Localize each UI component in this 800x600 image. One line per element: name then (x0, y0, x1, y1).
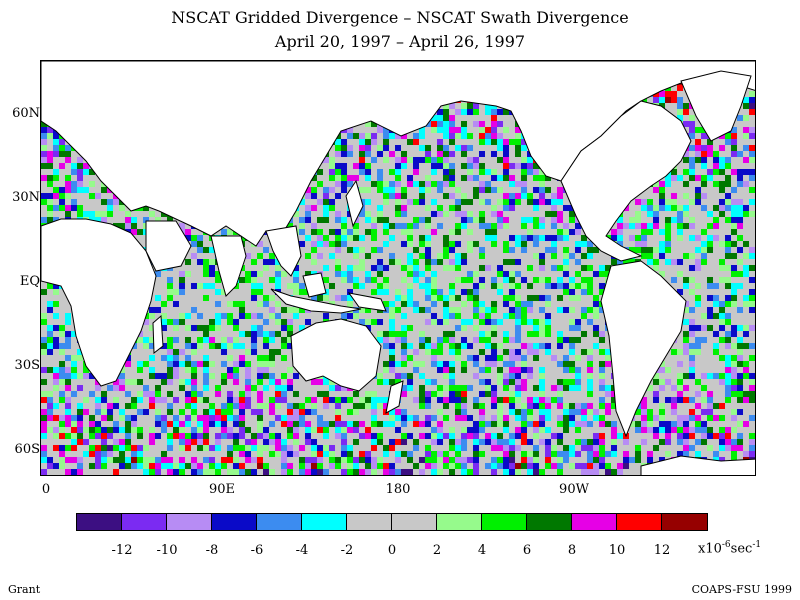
lat-label-eq: EQ (19, 274, 40, 289)
colorbar-swatch-13 (662, 514, 707, 530)
colorbar-label: -4 (295, 543, 309, 558)
colorbar-label: 10 (608, 543, 626, 558)
lat-label-60s: 60S (14, 442, 40, 457)
colorbar-swatch-6 (347, 514, 392, 530)
map-title: NSCAT Gridded Divergence – NSCAT Swath D… (171, 8, 629, 27)
colorbar-label: -8 (205, 543, 219, 558)
land-indochina (265, 225, 302, 277)
colorbar-swatch-12 (617, 514, 662, 530)
land-antarctica (640, 455, 755, 475)
colorbar-label: 12 (653, 543, 671, 558)
colorbar-label: 0 (387, 543, 397, 558)
colorbar-label: -12 (111, 543, 133, 558)
land-madagascar (152, 314, 164, 354)
colorbar-swatch-1 (122, 514, 167, 530)
colorbar-swatch-8 (437, 514, 482, 530)
land-arabia (145, 220, 192, 272)
colorbar-swatch-0 (77, 514, 122, 530)
author-credit: Grant (8, 583, 41, 596)
lat-label-30n: 30N (12, 190, 40, 205)
colorbar (76, 513, 708, 531)
colorbar-swatch-11 (572, 514, 617, 530)
colorbar-label: 8 (567, 543, 577, 558)
units-exponent: -6 (721, 540, 731, 550)
lon-label-0: 0 (41, 482, 51, 497)
colorbar-label: 6 (522, 543, 532, 558)
map-subtitle: April 20, 1997 – April 26, 1997 (274, 32, 526, 51)
land-africa (41, 218, 157, 387)
colorbar-label: -2 (340, 543, 354, 558)
colorbar-swatch-9 (482, 514, 527, 530)
colorbar-swatch-7 (392, 514, 437, 530)
lon-label-90w: 90W (559, 482, 589, 497)
divergence-map (40, 60, 756, 476)
colorbar-swatch-3 (212, 514, 257, 530)
land-australia (290, 318, 382, 392)
colorbar-swatch-2 (167, 514, 212, 530)
lon-label-90e: 90E (208, 482, 236, 497)
colorbar-swatch-10 (527, 514, 572, 530)
colorbar-units: x10-6sec-1 (698, 540, 761, 556)
colorbar-swatch-5 (302, 514, 347, 530)
land-indonesia (270, 288, 362, 314)
lat-label-60n: 60N (12, 106, 40, 121)
units-base: x10 (698, 541, 722, 557)
institution-credit: COAPS-FSU 1999 (691, 583, 792, 596)
colorbar-label: -10 (156, 543, 178, 558)
land-masses (41, 61, 755, 475)
map-canvas (41, 61, 755, 475)
land-borneo (302, 272, 327, 298)
land-south-america (600, 260, 687, 438)
land-greenland (680, 70, 752, 142)
land-north-america (560, 100, 692, 262)
colorbar-label: 4 (477, 543, 487, 558)
lon-label-180: 180 (385, 482, 411, 497)
colorbar-label: 2 (432, 543, 442, 558)
land-eurasia (41, 61, 755, 247)
units-sec: sec (730, 541, 753, 557)
units-exponent-2: -1 (752, 540, 762, 550)
land-india (210, 235, 247, 297)
colorbar-label: -6 (250, 543, 264, 558)
land-new-guinea (347, 292, 387, 312)
colorbar-swatch-4 (257, 514, 302, 530)
land-japan (345, 179, 364, 228)
lat-label-30s: 30S (14, 358, 40, 373)
land-new-zealand (385, 380, 404, 414)
